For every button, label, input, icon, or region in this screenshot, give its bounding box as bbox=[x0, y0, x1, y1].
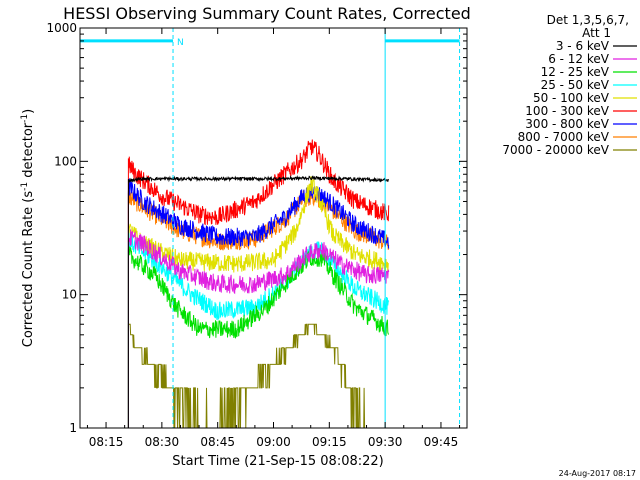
legend-header-line-2: Att 1 bbox=[582, 26, 611, 40]
legend-header-line-1: Det 1,3,5,6,7, bbox=[547, 13, 629, 27]
series-line-7000-20000-kev bbox=[127, 323, 367, 429]
legend-label-7: 300 - 800 keV bbox=[525, 117, 609, 131]
legend-label-4: 25 - 50 keV bbox=[541, 78, 610, 92]
series-line-12-25-kev bbox=[127, 246, 390, 428]
legend-label-1: 3 - 6 keV bbox=[556, 39, 610, 53]
legend-label-5: 50 - 100 keV bbox=[533, 91, 610, 105]
legend-label-3: 12 - 25 keV bbox=[541, 65, 610, 79]
y-axis-ticks: 1 10 100 1000 bbox=[46, 21, 467, 435]
y-label-part-1: Corrected Count Rate (s bbox=[21, 191, 36, 348]
y-tick-label-1: 1 bbox=[69, 421, 77, 435]
y-label-part-2: detector bbox=[21, 122, 36, 182]
y-label-part-3: ) bbox=[21, 109, 36, 114]
y-axis-label: Corrected Count Rate (s-1 detector-1) bbox=[20, 109, 36, 347]
x-tick-label-0945: 09:45 bbox=[424, 435, 459, 449]
legend-label-2: 6 - 12 keV bbox=[548, 52, 610, 66]
legend-label-6: 100 - 300 keV bbox=[525, 104, 609, 118]
y-label-exp-2: -1 bbox=[20, 114, 30, 123]
x-tick-label-0815: 08:15 bbox=[89, 435, 124, 449]
legend-label-8: 800 - 7000 keV bbox=[518, 130, 610, 144]
y-label-exp-1: -1 bbox=[20, 182, 30, 191]
series-line-300-800-kev bbox=[127, 177, 390, 428]
series-line-3-6-kev bbox=[127, 175, 390, 428]
plot-area: N bbox=[79, 28, 461, 429]
night-label-1: N bbox=[177, 38, 184, 48]
y-tick-label-10: 10 bbox=[62, 288, 77, 302]
series-line-100-300-kev bbox=[127, 139, 390, 428]
x-tick-label-0915: 09:15 bbox=[312, 435, 347, 449]
footer-date: 24-Aug-2017 08:17 bbox=[559, 469, 636, 478]
x-axis-label: Start Time (21-Sep-15 08:08:22) bbox=[172, 454, 383, 469]
x-axis-ticks: 08:15 08:30 08:45 09:00 09:15 09:30 09:45 bbox=[86, 28, 461, 449]
legend-label-9: 7000 - 20000 keV bbox=[502, 143, 609, 157]
x-tick-label-0900: 09:00 bbox=[256, 435, 291, 449]
chart-title: HESSI Observing Summary Count Rates, Cor… bbox=[63, 4, 471, 23]
y-tick-label-100: 100 bbox=[54, 154, 77, 168]
y-tick-label-1000: 1000 bbox=[46, 21, 77, 35]
x-tick-label-0830: 08:30 bbox=[145, 435, 180, 449]
x-tick-label-0845: 08:45 bbox=[200, 435, 235, 449]
series-line-6-12-kev bbox=[127, 229, 390, 428]
x-tick-label-0930: 09:30 bbox=[368, 435, 403, 449]
